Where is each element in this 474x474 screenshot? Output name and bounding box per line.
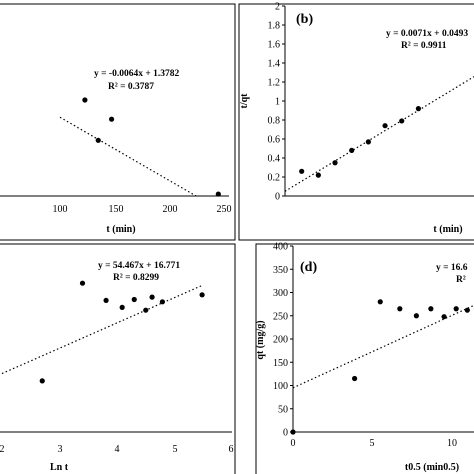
panel-b-ytick-3: 0.4	[268, 154, 281, 165]
panel-d-ytick-3: 100	[273, 381, 288, 392]
panel-a-points	[82, 97, 221, 197]
panel-c-xtick-3: 4	[115, 444, 120, 455]
panel-d-ytick-4: 150	[273, 358, 288, 369]
panel-d-ytick-2: 50	[278, 404, 288, 415]
panel-d-y-axis-label: qt (mg/g)	[255, 320, 266, 359]
panel-d-point-6	[428, 306, 434, 312]
panel-b-label: (b)	[296, 12, 313, 27]
panel-c-equation: y = 54.467x + 16.771	[98, 261, 180, 271]
panel-c-point-3	[103, 297, 109, 304]
panel-b-point-8	[415, 106, 422, 112]
panel-a-xtick-3: 200	[163, 204, 178, 215]
panel-a-trendline	[59, 116, 197, 197]
panel-c-point-5	[131, 296, 137, 303]
panel-b-ytick-11: 2	[275, 2, 280, 13]
panel-c-point-7	[149, 294, 155, 300]
panel-c-point-4	[119, 304, 125, 310]
panel-d-r2: R²	[456, 275, 466, 285]
panel-b-y-ticks: 0 0.2 0.4 0.6 0.8 1 1.2 1.4 1.6 1.8 2	[268, 2, 285, 203]
panel-a-x-axis-label: t (min)	[106, 224, 135, 235]
panel-c-frame	[0, 243, 236, 474]
panel-d: 0 50 100 150 200 250 300 350 400 0 5 10 (d) qt (…	[255, 242, 474, 474]
panel-a-point-1	[82, 97, 88, 103]
panel-a-equation: y = -0.0064x + 1.3782	[94, 69, 179, 79]
panel-b-y-axis-label: t/qt	[239, 93, 250, 109]
panel-b-point-6	[382, 123, 388, 129]
panel-d-ytick-9: 400	[273, 242, 288, 253]
panel-d-point-8	[453, 306, 459, 312]
panel-c-xtick-4: 5	[173, 444, 178, 455]
panel-a-point-3	[108, 116, 115, 122]
panel-b-equation: y = 0.0071x + 0.0493	[386, 29, 468, 39]
panel-c-point-6	[143, 307, 149, 313]
panel-d-frame	[255, 243, 474, 474]
panel-d-point-5	[413, 313, 419, 319]
panel-b-ytick-10: 1.8	[268, 21, 281, 32]
panel-d-point-4	[397, 306, 403, 312]
panel-a: 100 150 200 250 t (min) y = -0.0064x + 1…	[0, 3, 236, 241]
panel-c-trendline	[1, 284, 204, 375]
panel-d-points	[290, 299, 470, 435]
panel-d-ytick-6: 250	[273, 311, 288, 322]
panel-a-point-4	[215, 191, 221, 197]
panel-d-y-ticks: 0 50 100 150 200 250 300 350 400	[273, 242, 293, 439]
panel-c-xtick-2: 3	[58, 444, 63, 455]
panel-d-ytick-5: 200	[273, 335, 288, 346]
panel-b-ytick-4: 0.6	[268, 135, 281, 146]
panel-c-xtick-1: 2	[0, 444, 5, 455]
panel-d-xtick-2: 5	[370, 438, 375, 449]
panel-d-point-2	[352, 375, 358, 382]
panel-b-ytick-2: 0.2	[268, 173, 281, 184]
panel-d-xtick-1: 0	[291, 438, 296, 449]
panel-b-point-5	[365, 139, 371, 145]
panel-b-r2: R² = 0.9911	[401, 41, 447, 51]
panel-d-ytick-7: 300	[273, 288, 288, 299]
panel-b-point-2	[315, 172, 321, 178]
panel-b-point-4	[349, 147, 355, 153]
panel-a-frame	[0, 3, 236, 241]
panel-c: 2 3 4 5 6 Ln t y = 54.467x + 16.771 R² =…	[0, 243, 236, 474]
panel-b-ytick-7: 1.2	[268, 78, 281, 89]
panel-b-x-axis-label: t (min)	[433, 224, 462, 235]
panel-c-x-axis-label: Ln t	[50, 462, 69, 473]
panel-b-ytick-1: 0	[275, 192, 280, 203]
panel-c-xtick-5: 6	[229, 444, 234, 455]
panel-a-xtick-4: 250	[217, 204, 232, 215]
panel-c-points	[39, 280, 205, 384]
panel-d-point-3	[377, 299, 383, 305]
panel-b-points	[299, 106, 422, 178]
panel-d-point-7	[441, 314, 447, 320]
panel-c-point-1	[39, 378, 45, 384]
panel-c-point-9	[199, 292, 205, 298]
panel-d-equation: y = 16.6	[436, 263, 468, 273]
panel-d-point-9	[464, 307, 470, 313]
panel-c-point-8	[159, 299, 166, 305]
panel-d-ytick-8: 350	[273, 265, 288, 276]
panel-b-point-3	[332, 160, 338, 166]
panel-b-ytick-5: 0.8	[268, 116, 281, 127]
panel-d-ytick-1: 0	[283, 428, 288, 439]
panel-d-label: (d)	[300, 260, 317, 275]
panel-b-ytick-6: 1	[275, 97, 280, 108]
panel-a-r2: R² = 0.3787	[108, 82, 154, 92]
panel-a-point-2	[95, 137, 101, 143]
panel-b-point-1	[299, 168, 305, 174]
panel-d-xtick-3: 10	[447, 438, 457, 449]
panel-c-r2: R² = 0.8299	[113, 273, 159, 283]
panel-a-xtick-2: 150	[109, 204, 124, 215]
panel-b-ytick-9: 1.6	[268, 40, 281, 51]
panel-c-point-2	[79, 280, 86, 286]
panel-b-trendline	[284, 76, 474, 192]
panel-b-frame	[238, 3, 474, 241]
panel-d-x-axis-label: t0.5 (min0.5)	[405, 462, 459, 473]
panel-a-xtick-1: 100	[53, 204, 68, 215]
panel-d-trendline	[292, 304, 474, 389]
panel-b: 0 0.2 0.4 0.6 0.8 1 1.2 1.4 1.6 1.8 2 (b) t/qt t (…	[238, 2, 474, 241]
panel-b-point-7	[399, 118, 405, 124]
panel-b-ytick-8: 1.4	[268, 59, 281, 70]
panel-d-point-1	[290, 429, 296, 435]
